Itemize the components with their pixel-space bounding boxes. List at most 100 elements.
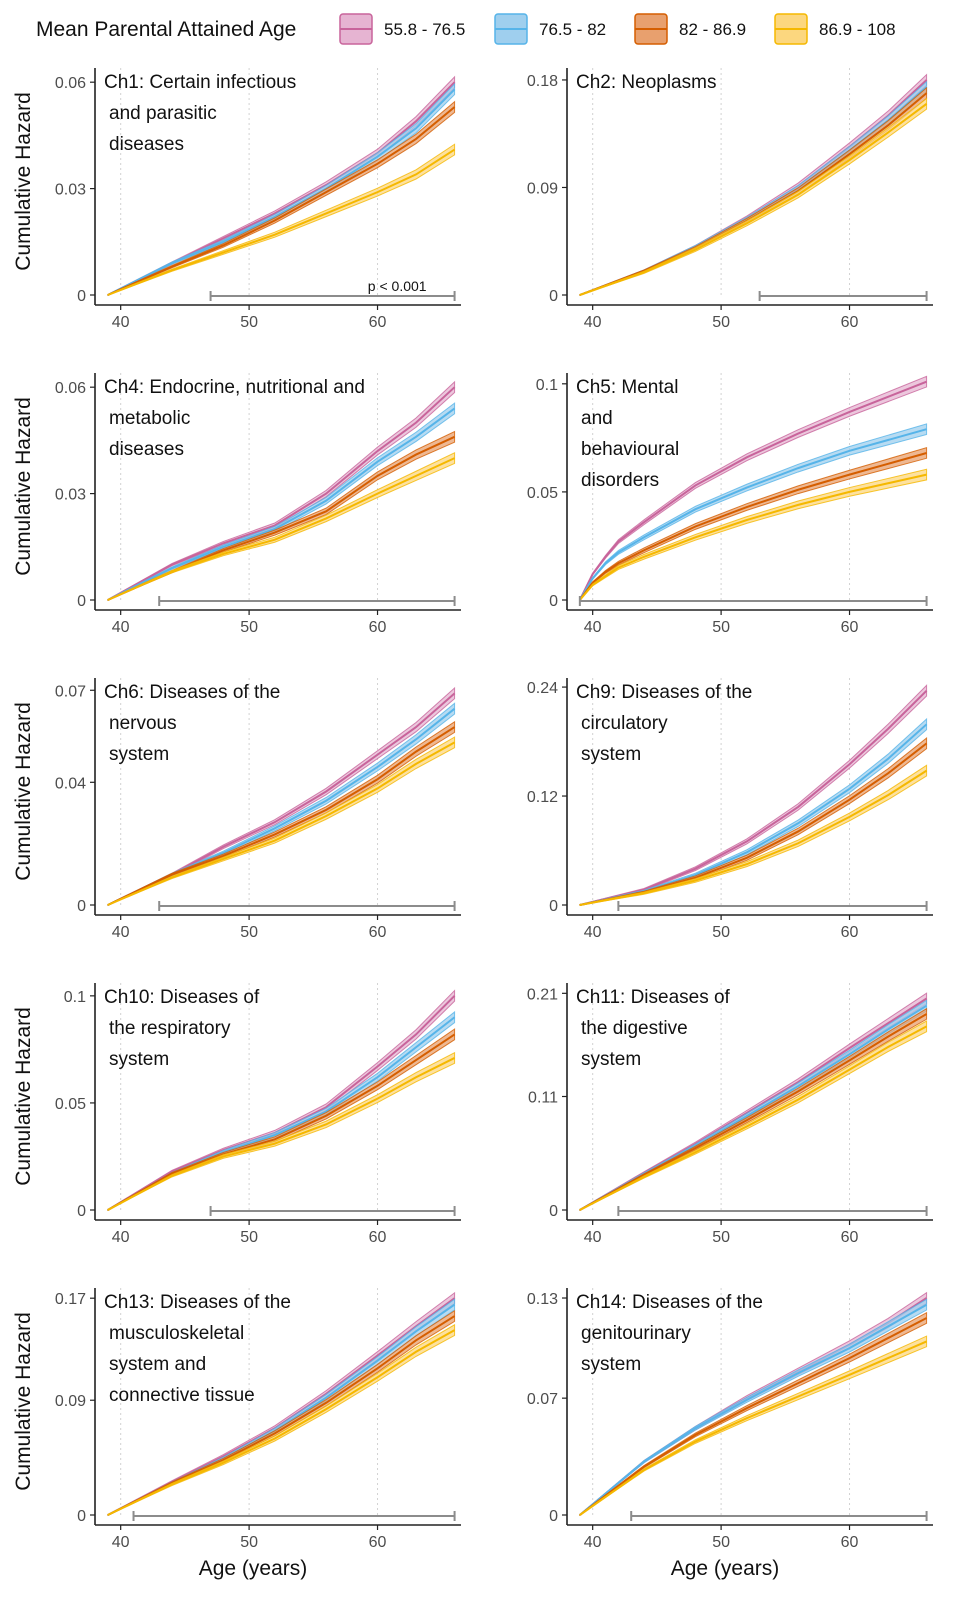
chart-panel: 0 0.11 0.21 40 50 60 Ch11: Diseases of the dige…	[527, 983, 933, 1246]
series-band	[579, 1020, 928, 1211]
panel-title: Ch4: Endocrine, nutritional and	[104, 377, 365, 398]
series-band	[579, 764, 928, 906]
panel-title: and parasitic	[109, 103, 217, 124]
panel-title: circulatory	[581, 713, 668, 734]
series-band	[107, 686, 456, 906]
x-tick-label: 50	[240, 1229, 258, 1246]
legend-label: 55.8 - 76.5	[384, 20, 465, 39]
chart-panel: 0 0.05 0.1 40 50 60 Ch5: Mental and behavioural d…	[527, 373, 933, 636]
series-band	[107, 143, 456, 296]
y-axis-title: Cumulative Hazard	[12, 397, 35, 576]
series-band	[579, 684, 928, 906]
x-tick-label: 50	[240, 1534, 258, 1551]
x-axis-title: Age (years)	[671, 1557, 780, 1580]
y-tick-label: 0.09	[55, 1393, 86, 1410]
x-tick-label: 60	[369, 1534, 387, 1551]
x-tick-label: 50	[712, 924, 730, 941]
legend-label: 86.9 - 108	[819, 20, 896, 39]
x-tick-label: 40	[584, 314, 602, 331]
p-value-label: p < 0.001	[368, 278, 427, 294]
panel-title: the digestive	[581, 1018, 688, 1039]
y-tick-label: 0.05	[55, 1096, 86, 1113]
legend-title: Mean Parental Attained Age	[36, 18, 296, 41]
series-line	[107, 726, 456, 906]
y-tick-label: 0.06	[55, 75, 86, 92]
series-line	[107, 457, 455, 601]
panel-title: system	[581, 1049, 641, 1070]
y-tick-label: 0.21	[527, 986, 558, 1003]
panel-title: genitourinary	[581, 1323, 691, 1344]
panel-title: Ch2: Neoplasms	[576, 72, 716, 93]
series-band	[107, 1051, 456, 1211]
x-axis-title: Age (years)	[199, 1557, 308, 1580]
legend-item: 86.9 - 108	[774, 13, 896, 45]
series-line	[579, 1025, 928, 1211]
panel-title: system	[581, 744, 641, 765]
y-tick-label: 0.1	[536, 377, 558, 394]
panel-title: nervous	[109, 713, 177, 734]
panel-title: system and	[109, 1354, 206, 1375]
x-tick-label: 60	[369, 1229, 387, 1246]
x-tick-label: 40	[112, 924, 130, 941]
series-band	[579, 97, 928, 296]
series-line	[107, 1329, 456, 1516]
series-line	[579, 690, 928, 906]
x-tick-label: 50	[240, 924, 258, 941]
panel-title: Ch1: Certain infectious	[104, 72, 296, 93]
y-axis-title: Cumulative Hazard	[12, 702, 35, 881]
chart-panel: 0 0.03 0.06 40 50 60 p < 0.001 Ch1: Certain inf…	[12, 68, 461, 331]
x-tick-label: 50	[712, 1229, 730, 1246]
chart-panel: 0 0.05 0.1 40 50 60 Ch10: Diseases of the respi…	[12, 983, 461, 1246]
panel-title: the respiratory	[109, 1018, 231, 1039]
y-tick-label: 0.18	[527, 73, 558, 90]
y-tick-label: 0.24	[527, 680, 558, 697]
y-axis-title: Cumulative Hazard	[12, 92, 35, 271]
panel-title: metabolic	[109, 408, 190, 429]
series-line	[579, 769, 928, 906]
chart-panels: 0 0.03 0.06 40 50 60 p < 0.001 Ch1: Certain inf…	[12, 68, 933, 1580]
y-axis-title: Cumulative Hazard	[12, 1007, 35, 1186]
series-band	[579, 423, 928, 602]
x-tick-label: 40	[112, 1229, 130, 1246]
x-tick-label: 60	[369, 924, 387, 941]
y-tick-label: 0.04	[55, 775, 86, 792]
panel-title: Ch9: Diseases of the	[576, 682, 752, 703]
series-band	[579, 1335, 928, 1516]
series-line	[579, 473, 927, 601]
y-tick-label: 0.12	[527, 789, 558, 806]
legend: Mean Parental Attained Age 55.8 - 76.5 76…	[36, 13, 896, 45]
y-tick-label: 0.07	[527, 1391, 558, 1408]
y-tick-label: 0.06	[55, 380, 86, 397]
panel-title: behavioural	[581, 439, 679, 460]
panel-title: connective tissue	[109, 1385, 255, 1406]
series-line	[107, 741, 456, 906]
series-band	[107, 736, 456, 906]
series-line	[579, 79, 928, 296]
legend-item: 82 - 86.9	[634, 13, 746, 45]
x-tick-label: 60	[841, 924, 859, 941]
series-band	[579, 375, 928, 601]
y-axis-title: Cumulative Hazard	[12, 1312, 35, 1491]
y-tick-label: 0	[549, 898, 558, 915]
series-band	[107, 100, 456, 296]
series-band	[107, 1323, 456, 1516]
x-tick-label: 60	[841, 619, 859, 636]
y-tick-label: 0.05	[527, 485, 558, 502]
x-tick-label: 40	[584, 619, 602, 636]
y-tick-label: 0	[77, 898, 86, 915]
panel-title: system	[109, 744, 169, 765]
panel-title: and	[581, 408, 613, 429]
x-tick-label: 40	[584, 1534, 602, 1551]
series-line	[579, 1340, 927, 1516]
y-tick-label: 0.07	[55, 683, 86, 700]
y-tick-label: 0	[77, 288, 86, 305]
y-tick-label: 0	[77, 1508, 86, 1525]
chart-panel: 0 0.12 0.24 40 50 60 Ch9: Diseases of the circu…	[527, 678, 933, 941]
chart-panel: 0 0.09 0.17 40 50 60 Ch13: Diseases of the musc…	[12, 1288, 461, 1580]
x-tick-label: 60	[369, 314, 387, 331]
y-tick-label: 0	[549, 1508, 558, 1525]
series-line	[578, 428, 927, 601]
chart-panel: 0 0.03 0.06 40 50 60 Ch4: Endocrine, nutrition…	[12, 373, 461, 636]
x-tick-label: 60	[841, 1534, 859, 1551]
